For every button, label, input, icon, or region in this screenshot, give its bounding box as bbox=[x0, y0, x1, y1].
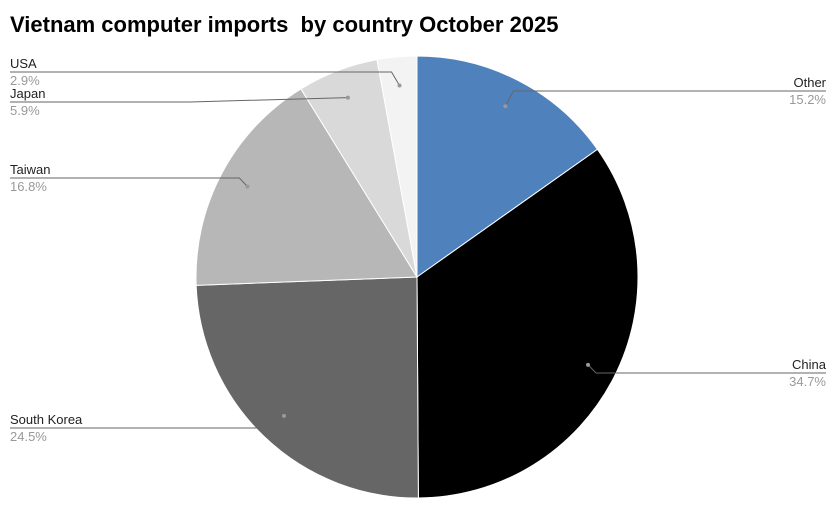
leader-dot-china bbox=[586, 362, 591, 367]
pie-slice-other bbox=[416, 55, 599, 278]
pie-slice-china bbox=[416, 148, 639, 499]
slice-value-taiwan: 16.8% bbox=[10, 179, 47, 194]
slice-label-china: China bbox=[792, 357, 827, 372]
slice-label-other: Other bbox=[793, 75, 826, 90]
leader-dot-japan bbox=[345, 95, 350, 100]
slice-value-other: 15.2% bbox=[789, 92, 826, 107]
pie-slice-taiwan bbox=[195, 88, 418, 286]
leader-line-south-korea bbox=[10, 415, 285, 429]
leader-dot-taiwan bbox=[245, 184, 250, 189]
slice-label-usa: USA bbox=[10, 56, 37, 71]
pie-slice-usa bbox=[376, 55, 418, 278]
leader-line-japan bbox=[10, 97, 348, 103]
leader-line-other bbox=[504, 90, 826, 107]
leader-dot-usa bbox=[397, 83, 402, 88]
slice-value-japan: 5.9% bbox=[10, 103, 40, 118]
chart-title: Vietnam computer imports by country Octo… bbox=[10, 12, 559, 37]
leader-line-usa bbox=[10, 71, 400, 86]
slice-label-japan: Japan bbox=[10, 86, 45, 101]
pie-slice-south-korea bbox=[195, 276, 419, 499]
leader-dot-south-korea bbox=[282, 413, 287, 418]
slice-label-south-korea: South Korea bbox=[10, 412, 83, 427]
leader-line-taiwan bbox=[10, 177, 248, 187]
slice-value-south-korea: 24.5% bbox=[10, 429, 47, 444]
leader-dot-other bbox=[503, 104, 508, 109]
slice-value-usa: 2.9% bbox=[10, 73, 40, 88]
slice-label-taiwan: Taiwan bbox=[10, 162, 50, 177]
leader-line-china bbox=[587, 364, 826, 374]
slice-value-china: 34.7% bbox=[789, 374, 826, 389]
